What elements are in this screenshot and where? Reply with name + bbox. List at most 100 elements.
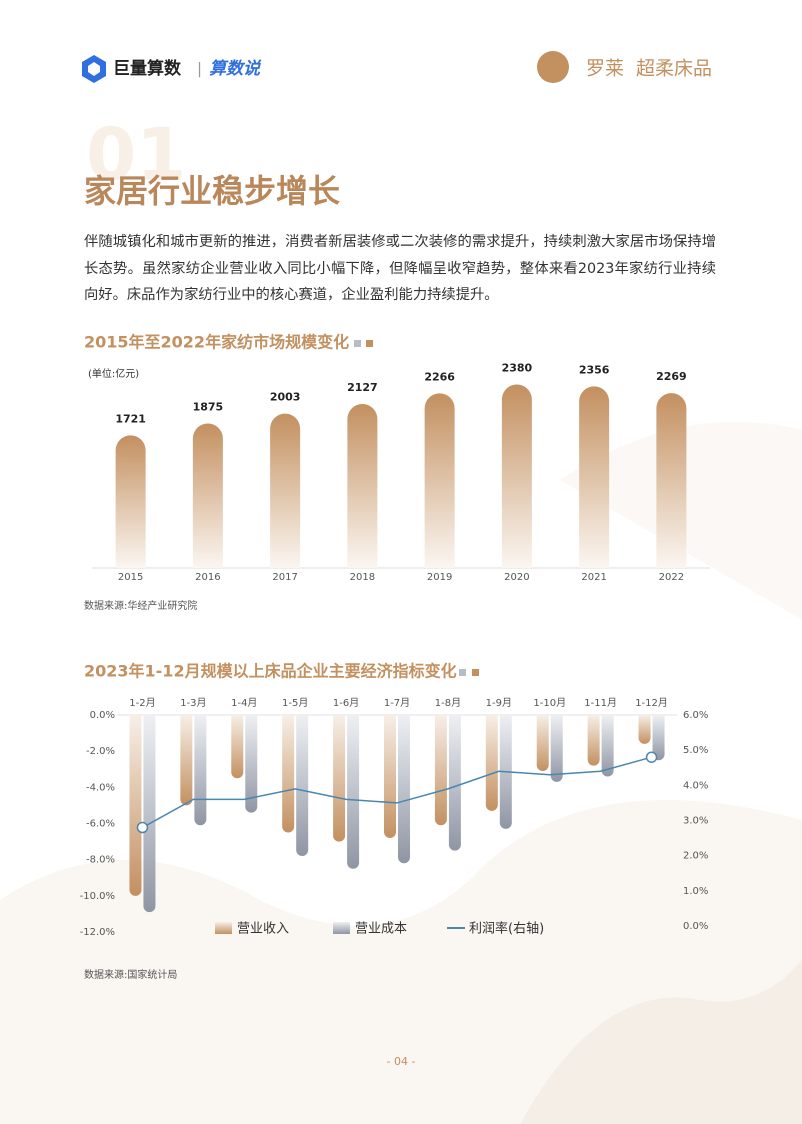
legend-swatch bbox=[333, 922, 350, 934]
legend-label: 营业成本 bbox=[355, 922, 407, 937]
x-tick-label: 1-11月 bbox=[584, 697, 617, 709]
x-tick-label: 2019 bbox=[427, 572, 452, 583]
value-label: 1721 bbox=[115, 412, 146, 425]
bar bbox=[143, 715, 156, 913]
page-number: - 04 - bbox=[387, 1055, 416, 1068]
legend-swatch bbox=[215, 922, 232, 934]
chart-title: 2023年1-12月规模以上床品企业主要经济指标变化 bbox=[84, 662, 457, 681]
brand-logo bbox=[82, 55, 106, 83]
line-marker bbox=[136, 821, 149, 834]
title-icon bbox=[354, 340, 361, 347]
x-tick-label: 2016 bbox=[195, 572, 220, 583]
brand: 巨量算数 bbox=[113, 58, 182, 79]
paragraph: 伴随城镇化和城市更新的推进，消费者新居装修或二次装修的需求提升，持续刺激大家居市… bbox=[84, 234, 716, 303]
bar bbox=[550, 715, 563, 782]
value-label: 2356 bbox=[579, 363, 610, 376]
value-label: 1875 bbox=[193, 400, 224, 413]
section-number: 01 bbox=[86, 113, 186, 197]
bar bbox=[129, 715, 142, 896]
bar bbox=[485, 715, 498, 811]
bar bbox=[398, 715, 410, 864]
bar bbox=[384, 715, 396, 838]
bar bbox=[270, 413, 301, 568]
x-tick-label: 2022 bbox=[659, 572, 684, 583]
bar bbox=[424, 393, 455, 568]
x-tick-label: 1-2月 bbox=[129, 697, 155, 709]
y-tick-label: -6.0% bbox=[86, 819, 115, 830]
x-tick-label: 2021 bbox=[581, 572, 606, 583]
bar bbox=[180, 715, 193, 806]
bar bbox=[536, 715, 549, 772]
x-tick-label: 2018 bbox=[350, 572, 375, 583]
legend-label: 利润率(右轴) bbox=[469, 921, 544, 937]
bar bbox=[296, 715, 309, 857]
partner-slogan: 超柔床品 bbox=[636, 58, 712, 80]
source: 数据来源:国家统计局 bbox=[84, 968, 177, 981]
partner: 罗莱 bbox=[586, 58, 624, 80]
bar bbox=[434, 715, 447, 826]
bar bbox=[347, 404, 378, 568]
partner-logo bbox=[537, 51, 569, 83]
bar bbox=[333, 715, 346, 842]
y2-tick-label: 5.0% bbox=[683, 745, 708, 756]
bar bbox=[652, 715, 665, 761]
title-icon bbox=[472, 669, 479, 676]
line bbox=[142, 756, 652, 829]
x-tick-label: 1-3月 bbox=[180, 697, 206, 709]
bar bbox=[638, 715, 651, 744]
x-tick-label: 1-5月 bbox=[282, 697, 308, 709]
bar bbox=[245, 715, 258, 813]
unit-label: (单位:亿元) bbox=[88, 367, 139, 380]
title-icon bbox=[459, 669, 466, 676]
y-tick-label: -2.0% bbox=[86, 746, 115, 757]
x-tick-label: 1-6月 bbox=[333, 697, 359, 709]
separator: | bbox=[197, 60, 202, 78]
bar bbox=[601, 715, 614, 777]
y2-tick-label: 3.0% bbox=[683, 816, 708, 827]
column-name: 算数说 bbox=[209, 59, 262, 79]
bar bbox=[448, 715, 461, 851]
legend-label: 营业收入 bbox=[237, 922, 289, 937]
bar bbox=[282, 715, 295, 833]
value-label: 2266 bbox=[424, 370, 455, 383]
bar bbox=[501, 384, 532, 568]
y-tick-label: -8.0% bbox=[86, 855, 115, 866]
section-title: 家居行业稳步增长 bbox=[84, 172, 340, 210]
y2-tick-label: 0.0% bbox=[683, 921, 708, 932]
x-tick-label: 2015 bbox=[118, 572, 143, 583]
bar bbox=[579, 386, 610, 568]
value-label: 2380 bbox=[502, 362, 533, 375]
chart-title: 2015年至2022年家纺市场规模变化 bbox=[84, 333, 349, 352]
title-icon bbox=[366, 340, 373, 347]
bar bbox=[347, 715, 360, 869]
x-tick-label: 1-12月 bbox=[635, 697, 668, 709]
x-tick-label: 1-4月 bbox=[231, 697, 257, 709]
y-tick-label: -10.0% bbox=[80, 891, 115, 902]
y2-tick-label: 1.0% bbox=[683, 886, 708, 897]
x-tick-label: 2017 bbox=[272, 572, 297, 583]
y2-tick-label: 2.0% bbox=[683, 851, 708, 862]
background-mountain bbox=[520, 960, 802, 1124]
bar bbox=[192, 423, 223, 568]
x-tick-label: 1-9月 bbox=[486, 697, 512, 709]
y2-tick-label: 4.0% bbox=[683, 780, 708, 791]
y-tick-label: -12.0% bbox=[80, 927, 115, 938]
y-tick-label: -4.0% bbox=[86, 782, 115, 793]
line-marker bbox=[645, 751, 658, 763]
y2-tick-label: 6.0% bbox=[683, 710, 708, 721]
value-label: 2127 bbox=[347, 381, 378, 394]
x-tick-label: 1-7月 bbox=[384, 697, 410, 709]
bar bbox=[194, 715, 207, 826]
x-tick-label: 2020 bbox=[504, 572, 529, 583]
value-label: 2003 bbox=[270, 391, 301, 404]
value-label: 2269 bbox=[656, 370, 687, 383]
x-tick-label: 1-10月 bbox=[533, 697, 566, 709]
source: 数据来源:华经产业研究院 bbox=[84, 599, 197, 612]
bar bbox=[587, 715, 600, 766]
bar bbox=[115, 435, 146, 568]
bar bbox=[231, 715, 244, 779]
bar bbox=[656, 393, 687, 568]
y-tick-label: 0.0% bbox=[90, 710, 115, 721]
